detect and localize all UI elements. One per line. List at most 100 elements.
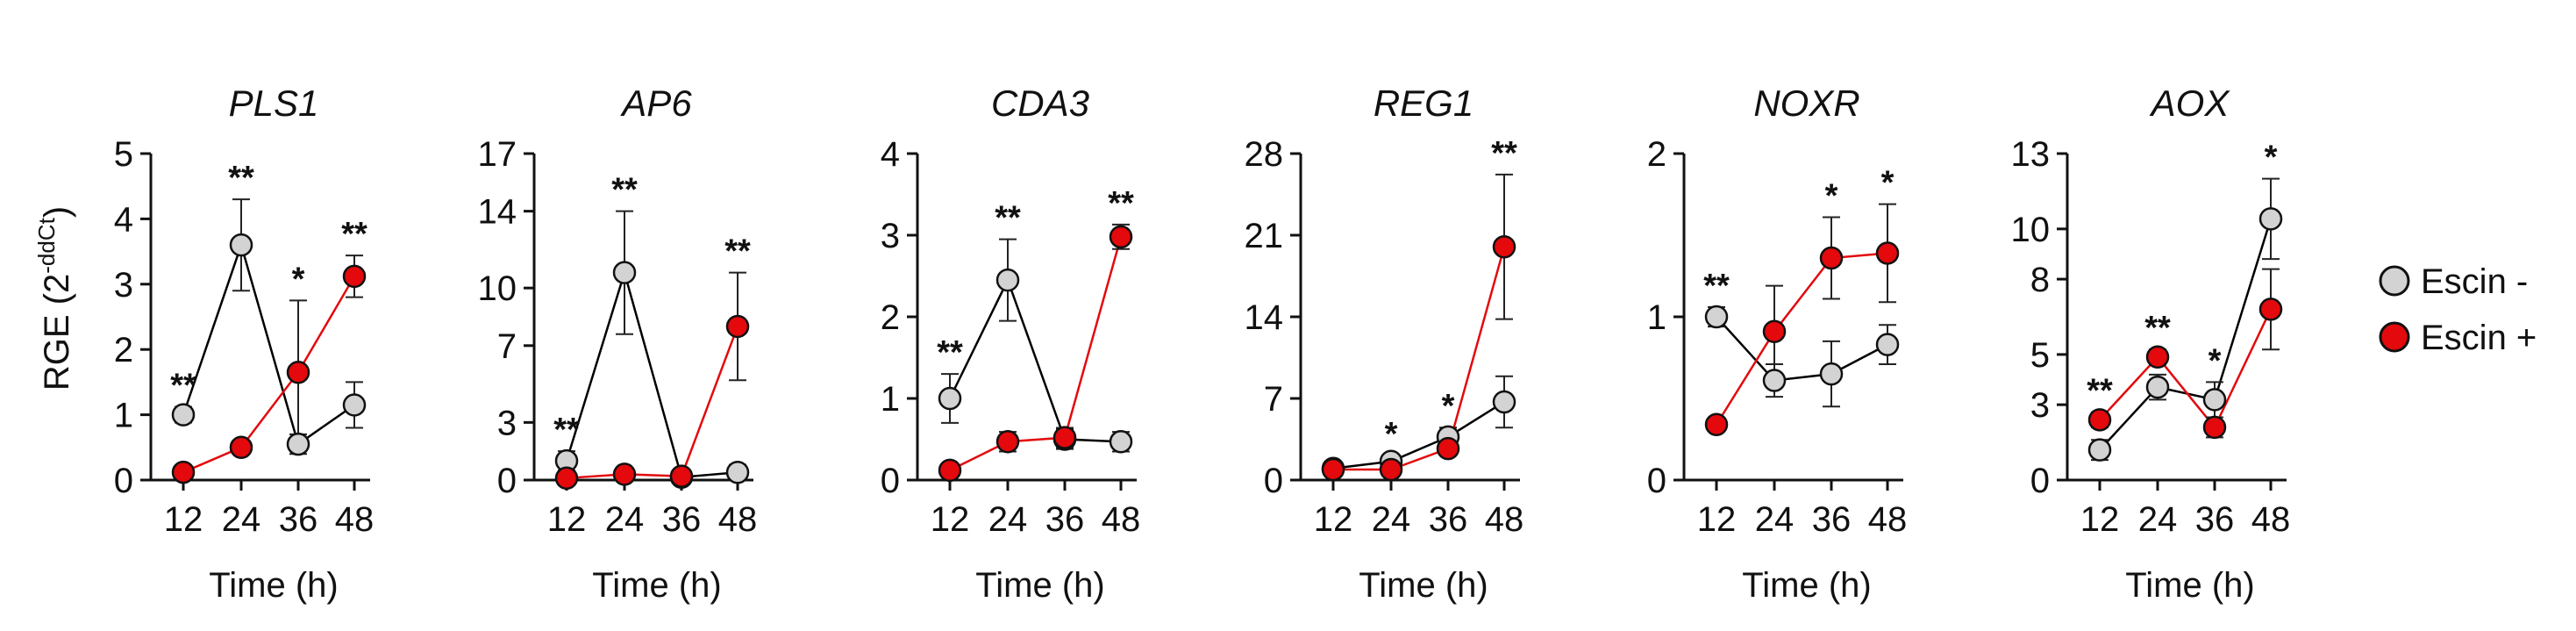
data-point-escin-plus xyxy=(1875,241,1900,265)
svg-text:RGE (2-ddCt): RGE (2-ddCt) xyxy=(33,206,76,391)
y-tick-label: 0 xyxy=(881,462,900,500)
data-point-escin-plus xyxy=(1053,426,1077,449)
y-tick-label: 17 xyxy=(478,135,517,174)
data-point-escin-minus xyxy=(1492,390,1516,414)
panel-title: AP6 xyxy=(619,82,692,124)
y-tick-label: 10 xyxy=(2011,211,2051,249)
legend: Escin - Escin + xyxy=(2379,262,2537,357)
x-tick-label: 36 xyxy=(1429,500,1468,539)
y-tick-label: 3 xyxy=(114,266,133,305)
data-point-escin-plus xyxy=(342,264,367,289)
data-point-escin-minus xyxy=(229,233,253,257)
y-tick-label: 4 xyxy=(881,135,900,174)
significance-marker: * xyxy=(2209,342,2222,379)
data-point-escin-minus xyxy=(612,261,637,284)
data-point-escin-minus xyxy=(1762,369,1787,392)
y-tick-label: 14 xyxy=(478,193,517,232)
data-point-escin-plus xyxy=(1819,246,1844,270)
x-axis-title: Time (h) xyxy=(209,566,338,605)
series-line-escin-minus xyxy=(2099,219,2273,451)
panel-title: AOX xyxy=(2149,82,2231,124)
x-tick-label: 48 xyxy=(1102,500,1141,539)
y-tick-label: 0 xyxy=(1264,462,1283,500)
data-point-escin-plus xyxy=(1492,235,1516,259)
legend-label-escin-minus: Escin - xyxy=(2421,262,2528,301)
x-tick-label: 24 xyxy=(2138,500,2178,539)
x-axis-title: Time (h) xyxy=(975,566,1104,605)
data-point-escin-minus xyxy=(2258,207,2283,231)
data-point-escin-minus xyxy=(1704,305,1729,329)
x-tick-label: 12 xyxy=(547,500,587,539)
data-point-escin-minus xyxy=(171,403,196,427)
significance-marker: ** xyxy=(341,216,367,253)
y-tick-label: 7 xyxy=(1264,380,1283,419)
significance-marker: ** xyxy=(937,334,963,371)
x-tick-label: 24 xyxy=(1755,500,1795,539)
series-line-escin-plus xyxy=(566,326,739,480)
y-tick-label: 4 xyxy=(114,200,133,239)
panel-title: PLS1 xyxy=(229,82,319,124)
series-line-escin-minus xyxy=(565,269,739,479)
x-tick-label: 36 xyxy=(1045,500,1085,539)
y-tick-label: 3 xyxy=(881,217,900,255)
panel-ap6: AP6 0 3 7 10 14 17 12 24 36 48 Time (h) ** ** ** xyxy=(478,82,758,605)
data-point-escin-minus xyxy=(2145,375,2170,399)
x-axis-title: Time (h) xyxy=(592,566,721,605)
legend-marker-escin-plus xyxy=(2379,321,2410,353)
y-tick-label: 14 xyxy=(1245,298,1284,337)
y-tick-label: 5 xyxy=(2030,336,2050,375)
y-tick-label: 0 xyxy=(114,462,133,500)
data-point-escin-plus xyxy=(612,462,637,486)
x-tick-label: 12 xyxy=(2080,500,2120,539)
significance-marker: ** xyxy=(228,160,254,197)
x-tick-label: 12 xyxy=(1697,500,1737,539)
y-axis-title-close: ) xyxy=(38,206,76,218)
x-tick-label: 12 xyxy=(1314,500,1353,539)
x-axis-title: Time (h) xyxy=(2125,566,2254,605)
data-point-escin-minus xyxy=(342,393,367,417)
panel-title: REG1 xyxy=(1374,82,1474,124)
y-tick-label: 21 xyxy=(1245,217,1284,255)
series-line-escin-plus xyxy=(1715,252,1888,426)
legend-label-escin-plus: Escin + xyxy=(2421,319,2537,357)
significance-marker: * xyxy=(1881,165,1895,202)
data-point-escin-plus xyxy=(554,466,579,491)
y-tick-label: 5 xyxy=(114,135,133,174)
data-point-escin-plus xyxy=(669,464,694,488)
y-tick-label: 2 xyxy=(881,298,900,337)
y-tick-label: 0 xyxy=(497,462,517,500)
significance-marker: ** xyxy=(170,368,196,405)
x-tick-label: 48 xyxy=(335,500,375,539)
data-point-escin-plus xyxy=(1762,319,1787,343)
series-line-escin-plus xyxy=(949,236,1123,471)
data-point-escin-minus xyxy=(1875,333,1900,356)
y-tick-label: 8 xyxy=(2030,261,2050,299)
x-tick-label: 48 xyxy=(718,500,758,539)
data-point-escin-minus xyxy=(286,432,310,456)
x-axis-title: Time (h) xyxy=(1742,566,1871,605)
y-tick-label: 1 xyxy=(881,380,900,419)
significance-marker: * xyxy=(1385,416,1398,453)
data-point-escin-plus xyxy=(1704,412,1729,437)
x-tick-label: 48 xyxy=(2251,500,2291,539)
y-tick-label: 1 xyxy=(1647,298,1666,337)
significance-marker: ** xyxy=(2144,310,2171,347)
y-tick-label: 7 xyxy=(497,327,517,366)
data-point-escin-plus xyxy=(171,460,196,484)
significance-marker: * xyxy=(2265,140,2278,176)
data-point-escin-minus xyxy=(725,460,750,484)
x-tick-label: 12 xyxy=(164,500,203,539)
significance-marker: ** xyxy=(553,412,580,448)
series-line-escin-plus xyxy=(1333,246,1506,471)
x-tick-label: 24 xyxy=(222,500,261,539)
data-point-escin-plus xyxy=(2258,298,2283,321)
data-point-escin-plus xyxy=(995,430,1020,454)
x-tick-label: 36 xyxy=(279,500,318,539)
significance-marker: * xyxy=(292,261,305,298)
x-tick-label: 48 xyxy=(1868,500,1908,539)
data-point-escin-minus xyxy=(1819,362,1844,386)
